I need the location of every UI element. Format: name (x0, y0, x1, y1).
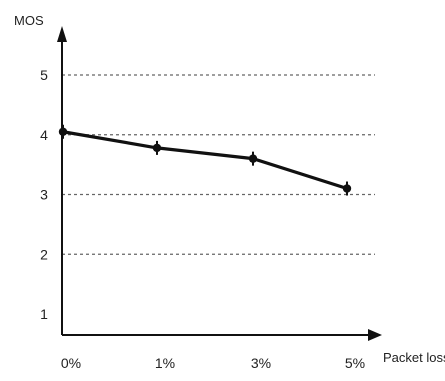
data-point (58, 127, 68, 136)
y-tick-label: 1 (40, 306, 48, 322)
x-tick-labels: 0% 1% 3% 5% (61, 355, 365, 371)
data-point (248, 154, 258, 163)
y-tick-label: 5 (40, 67, 48, 83)
x-tick-label: 5% (345, 355, 365, 371)
series-line (62, 130, 348, 191)
x-axis-arrow (368, 329, 382, 341)
series-group (58, 124, 352, 196)
y-tick-label: 2 (40, 246, 48, 262)
x-tick-label: 3% (251, 355, 271, 371)
y-tick-label: 3 (40, 187, 48, 203)
data-point (342, 184, 352, 193)
y-axis-label: MOS (14, 13, 44, 28)
x-tick-label: 1% (155, 355, 175, 371)
y-axis-arrow (57, 26, 67, 42)
grid-lines (62, 74, 375, 255)
x-axis-label: Packet loss (383, 350, 445, 365)
y-tick-label: 4 (40, 127, 48, 143)
axes: MOS Packet loss (14, 13, 445, 365)
x-tick-label: 0% (61, 355, 81, 371)
y-tick-labels: 1 2 3 4 5 (40, 67, 48, 322)
data-point (152, 143, 162, 153)
